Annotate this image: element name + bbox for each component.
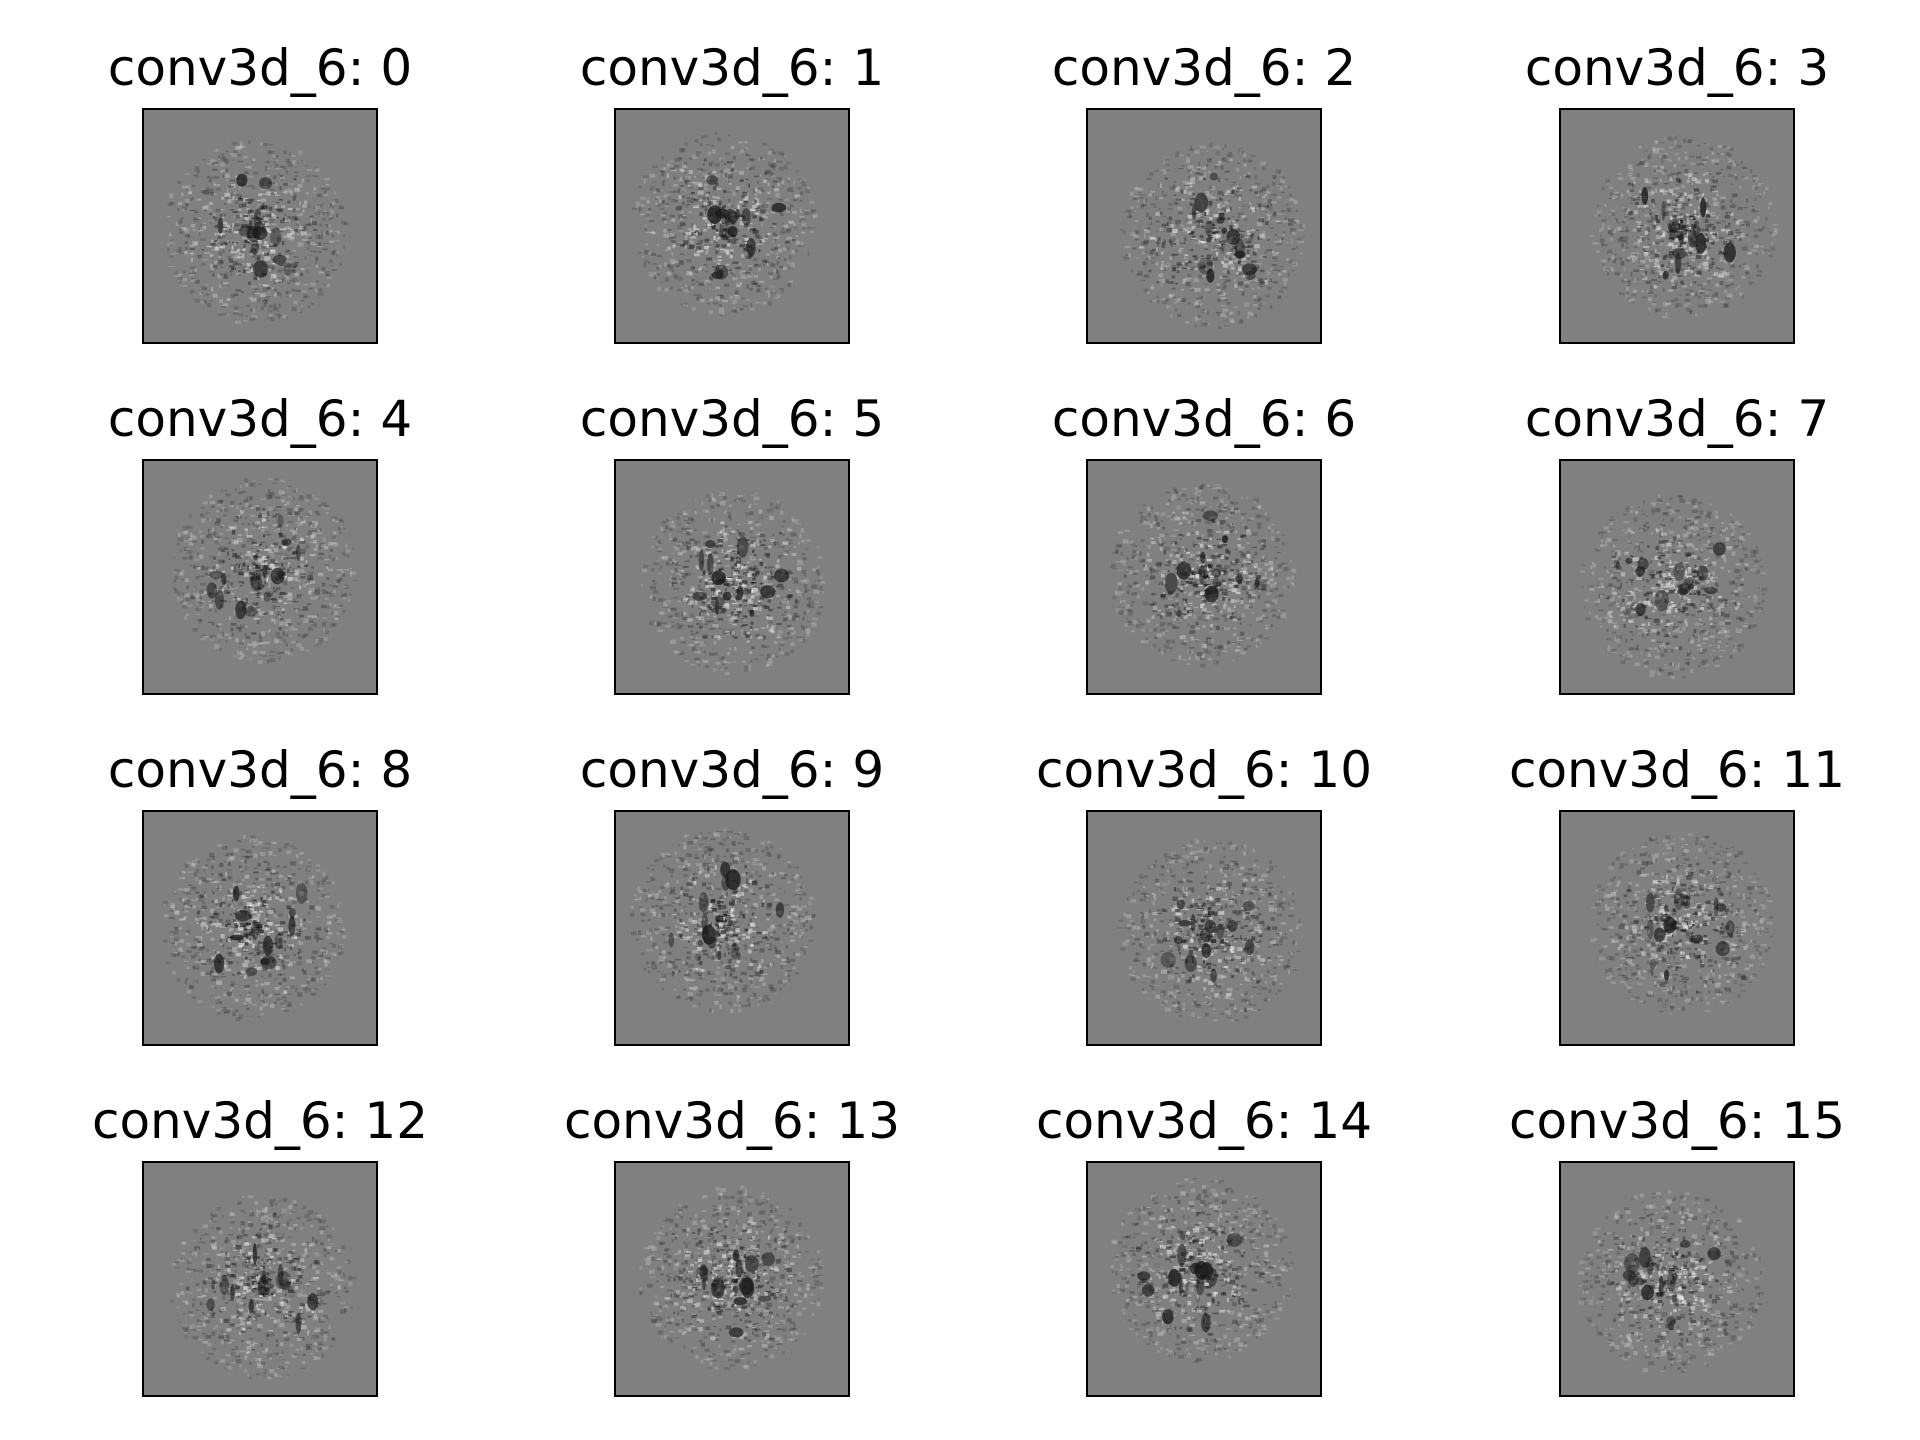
filter-noise-9 <box>629 828 816 1014</box>
panel-title: conv3d_6: 6 <box>1051 390 1357 448</box>
filter-image <box>142 459 378 695</box>
panel-title: conv3d_6: 13 <box>563 1092 901 1150</box>
panel-title: conv3d_6: 2 <box>1051 39 1357 97</box>
filter-noise-7 <box>1580 494 1768 680</box>
panel-title: conv3d_6: 3 <box>1524 39 1830 97</box>
panel-title: conv3d_6: 1 <box>579 39 885 97</box>
filter-image <box>1086 1161 1322 1397</box>
filter-noise-8 <box>162 835 347 1022</box>
filter-noise-6 <box>1110 483 1297 668</box>
filter-image <box>1086 108 1322 344</box>
panel-title: conv3d_6: 14 <box>1035 1092 1373 1150</box>
filter-image <box>142 1161 378 1397</box>
filter-image <box>614 459 850 695</box>
filter-image <box>142 108 378 344</box>
panel-title: conv3d_6: 11 <box>1508 741 1846 799</box>
filter-noise-3 <box>1589 135 1779 319</box>
filter-noise-2 <box>1120 142 1306 329</box>
filter-image <box>142 810 378 1046</box>
panel-title: conv3d_6: 12 <box>91 1092 429 1150</box>
filter-noise-5 <box>641 492 826 676</box>
filter-noise-4 <box>173 477 358 664</box>
filter-image <box>1559 108 1795 344</box>
filter-image <box>1086 459 1322 695</box>
panel-title: conv3d_6: 8 <box>107 741 413 799</box>
filter-noise-14 <box>1110 1177 1294 1363</box>
panel-title: conv3d_6: 4 <box>107 390 413 448</box>
filter-noise-1 <box>631 131 818 317</box>
filter-image <box>1559 1161 1795 1397</box>
panel-title: conv3d_6: 7 <box>1524 390 1830 448</box>
filter-image <box>614 108 850 344</box>
panel-title: conv3d_6: 0 <box>107 39 413 97</box>
filter-image <box>1086 810 1322 1046</box>
filter-noise-11 <box>1590 833 1774 1015</box>
filter-noise-10 <box>1117 839 1302 1022</box>
panel-title: conv3d_6: 5 <box>579 390 885 448</box>
filter-image <box>1559 459 1795 695</box>
filter-image <box>614 1161 850 1397</box>
filter-noise-0 <box>167 140 349 324</box>
filter-noise-13 <box>639 1185 824 1371</box>
panel-title: conv3d_6: 15 <box>1508 1092 1846 1150</box>
panel-title: conv3d_6: 10 <box>1035 741 1373 799</box>
filter-image <box>614 810 850 1046</box>
filter-noise-12 <box>170 1195 357 1380</box>
filter-noise-15 <box>1577 1190 1764 1373</box>
filter-image <box>1559 810 1795 1046</box>
panel-title: conv3d_6: 9 <box>579 741 885 799</box>
